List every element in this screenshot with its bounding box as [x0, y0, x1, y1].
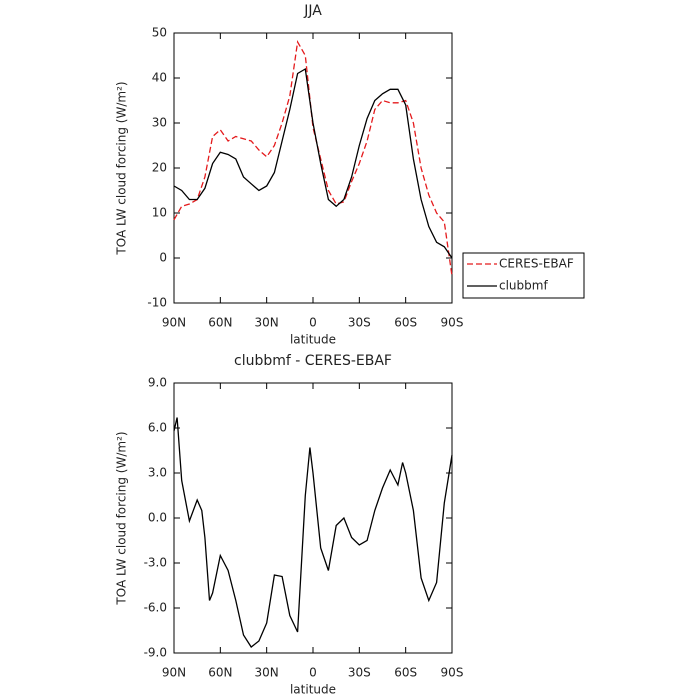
plot-frame: [173, 32, 453, 304]
data-line: [173, 40, 453, 277]
x-tick-label: 90S: [441, 316, 464, 330]
x-tick-label: 30S: [348, 316, 371, 330]
legend-label: CERES-EBAF: [499, 257, 574, 271]
y-tick-label: 10: [152, 206, 167, 220]
x-tick-label: 60S: [394, 666, 417, 680]
y-tick-label: -9.0: [144, 646, 167, 660]
y-tick-label: 50: [152, 26, 167, 40]
x-tick-label: 90S: [441, 666, 464, 680]
legend-box: [462, 252, 585, 299]
y-tick-label: 6.0: [148, 421, 167, 435]
x-tick-label: 0: [309, 316, 317, 330]
x-tick-label: 60N: [208, 666, 232, 680]
x-tick-label: 0: [309, 666, 317, 680]
y-tick-label: 9.0: [148, 376, 167, 390]
y-tick-label: -6.0: [144, 601, 167, 615]
y-tick-label: -3.0: [144, 556, 167, 570]
y-tick-label: 20: [152, 161, 167, 175]
y-tick-label: 3.0: [148, 466, 167, 480]
x-tick-label: 60N: [208, 316, 232, 330]
data-line: [173, 417, 453, 648]
chart-title: JJA: [303, 3, 322, 19]
data-line: [173, 67, 453, 259]
legend-label: clubbmf: [499, 279, 548, 293]
y-axis-label: TOA LW cloud forcing (W/m²): [115, 81, 129, 255]
y-axis-label: TOA LW cloud forcing (W/m²): [115, 431, 129, 605]
plot-frame: [173, 382, 453, 654]
y-tick-label: 0.0: [148, 511, 167, 525]
x-tick-label: 30N: [255, 666, 279, 680]
y-tick-label: 30: [152, 116, 167, 130]
x-tick-label: 30S: [348, 666, 371, 680]
y-tick-label: 40: [152, 71, 167, 85]
x-axis-label: latitude: [290, 683, 336, 697]
x-tick-label: 90N: [162, 666, 186, 680]
x-tick-label: 90N: [162, 316, 186, 330]
y-tick-label: -10: [147, 296, 167, 310]
x-axis-label: latitude: [290, 333, 336, 347]
y-tick-label: 0: [159, 251, 167, 265]
x-tick-label: 60S: [394, 316, 417, 330]
chart-title: clubbmf - CERES-EBAF: [234, 353, 392, 369]
x-tick-label: 30N: [255, 316, 279, 330]
